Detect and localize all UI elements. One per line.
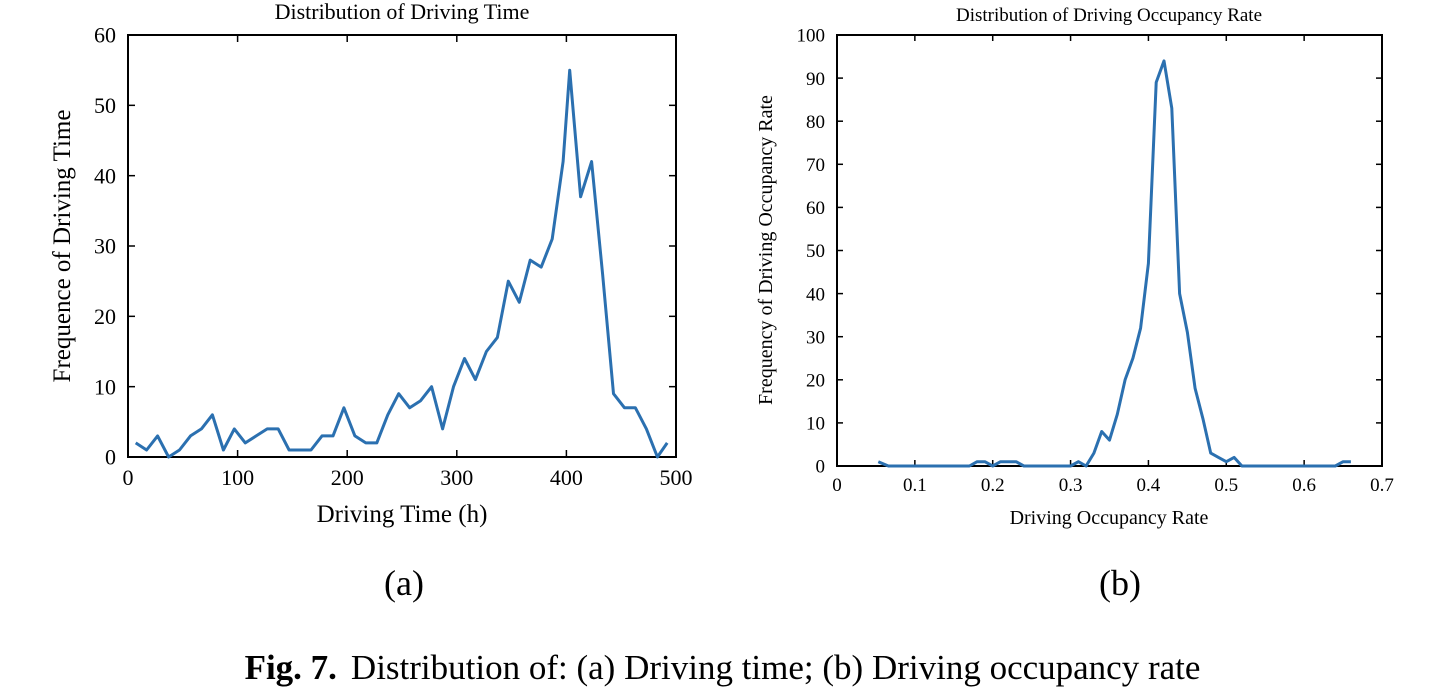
chart-b-ytick-label: 60 <box>806 198 825 219</box>
chart-b-ytick-label: 0 <box>816 457 826 478</box>
chart-a-xtick-label: 100 <box>221 465 254 490</box>
chart-b-series-line <box>877 59 1351 468</box>
chart-a-xlabel: Driving Time (h) <box>317 501 488 528</box>
chart-b-xtick-label: 0.2 <box>981 475 1005 496</box>
chart-b-xtick-label: 0.4 <box>1137 475 1161 496</box>
chart-a-ytick-label: 50 <box>94 93 116 118</box>
chart-b-xtick-label: 0.6 <box>1292 475 1316 496</box>
chart-a-xtick-label: 200 <box>331 465 364 490</box>
chart-a-ylabel: Frequence of Driving Time <box>49 110 76 383</box>
chart-b-xtick-label: 0 <box>832 475 842 496</box>
chart-b-ticks <box>836 34 1383 467</box>
chart-a-ytick-label: 30 <box>94 234 116 259</box>
figure-caption-text: Distribution of: (a) Driving time; (b) D… <box>350 648 1201 687</box>
chart-a-ticks <box>127 34 677 458</box>
chart-b-ytick-label: 50 <box>806 241 825 262</box>
chart-a-ytick-label: 20 <box>94 304 116 329</box>
figure-caption: Fig. 7. Distribution of: (a) Driving time… <box>0 648 1445 688</box>
chart-b-ytick-label: 70 <box>806 155 825 176</box>
chart-b-ytick-label: 90 <box>806 69 825 90</box>
chart-b-xtick-label: 0.1 <box>903 475 927 496</box>
chart-a-xtick-label: 0 <box>123 465 134 490</box>
chart-b-ytick-label: 10 <box>806 414 825 435</box>
chart-a-panel-label: (a) <box>384 563 424 603</box>
chart-b-xtick-label: 0.7 <box>1370 475 1394 496</box>
chart-b-xlabel: Driving Occupancy Rate <box>1010 507 1209 529</box>
chart-a-ytick-label: 0 <box>105 445 116 470</box>
chart-b-title: Distribution of Driving Occupancy Rate <box>956 5 1262 26</box>
chart-b-tick-labels: 0 0.1 0.2 0.3 0.4 0.5 0.6 0.7 0 10 20 30 40 50 60 70 80 9… <box>797 26 1394 496</box>
chart-b-plot-frame <box>836 34 1383 467</box>
chart-b-ytick-label: 30 <box>806 327 825 348</box>
chart-a-xtick-label: 300 <box>440 465 473 490</box>
chart-b-panel-label: (b) <box>1099 563 1141 603</box>
chart-a-plot-frame <box>127 34 677 458</box>
figure-caption-label: Fig. 7. <box>244 648 337 687</box>
chart-b-ytick-label: 80 <box>806 112 825 133</box>
chart-panel-b: Distribution of Driving Occupancy Rate 0… <box>755 5 1394 603</box>
chart-a-tick-labels: 0 100 200 300 400 500 0 10 20 30 40 50 60 <box>94 23 693 490</box>
chart-a-xtick-label: 500 <box>660 465 693 490</box>
chart-b-ytick-label: 40 <box>806 284 825 305</box>
chart-panel-a: Distribution of Driving Time 0 100 200 300 4… <box>49 0 693 603</box>
chart-b-ytick-label: 20 <box>806 370 825 391</box>
chart-b-ylabel: Frequency of Driving Occupancy Rate <box>755 95 777 405</box>
chart-a-ytick-label: 40 <box>94 163 116 188</box>
chart-b-xtick-label: 0.5 <box>1214 475 1238 496</box>
chart-a-ytick-label: 60 <box>94 23 116 48</box>
chart-a-xtick-label: 400 <box>550 465 583 490</box>
chart-b-ytick-label: 100 <box>797 26 826 47</box>
chart-a-title: Distribution of Driving Time <box>275 0 530 24</box>
chart-b-xtick-label: 0.3 <box>1059 475 1083 496</box>
chart-a-series-line <box>134 68 669 459</box>
chart-a-ytick-label: 10 <box>94 374 116 399</box>
